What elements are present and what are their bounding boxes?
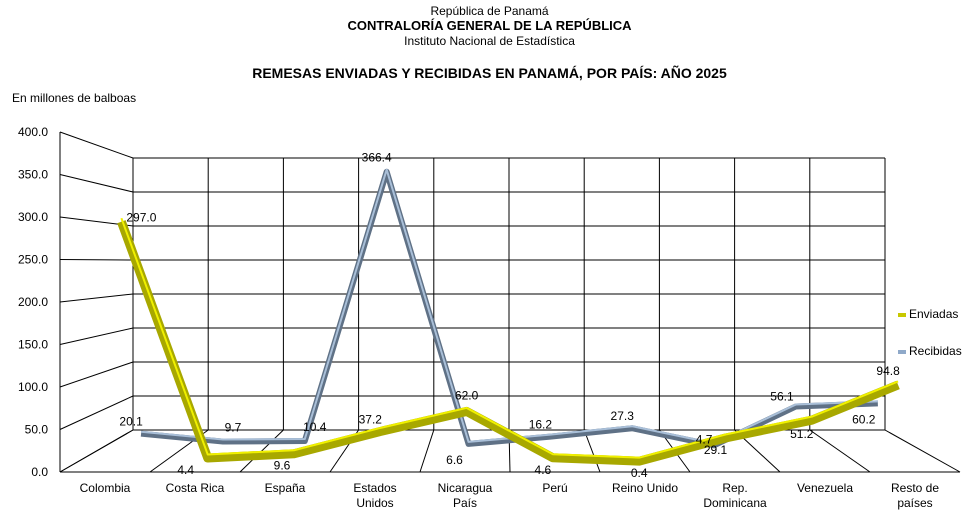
y-tick-label: 200.0 [18, 295, 48, 309]
gridline-floor [884, 429, 961, 473]
data-label-recibidas: 16.2 [529, 418, 553, 432]
x-tick-label: Estados Unidos [353, 481, 396, 510]
data-label-enviadas: 29.1 [704, 443, 728, 457]
series-highlight-enviadas [120, 217, 899, 459]
x-tick-label: Venezuela [797, 481, 853, 495]
header-contraloria: CONTRALORÍA GENERAL DE LA REPÚBLICA [347, 18, 632, 33]
data-label-enviadas: 62.0 [455, 388, 479, 402]
data-label-enviadas: 4.4 [177, 463, 194, 477]
y-tick-label: 400.0 [18, 125, 48, 139]
y-tick-label: 100.0 [18, 380, 48, 394]
chart-legend: Enviadas Recibidas [898, 307, 962, 358]
legend-swatch-enviadas [898, 313, 906, 317]
data-label-recibidas: 4.7 [696, 432, 713, 446]
gridline-side [59, 327, 134, 345]
data-label-recibidas: 56.1 [770, 389, 794, 403]
data-label-enviadas: 37.2 [359, 412, 383, 426]
data-label-recibidas: 6.6 [446, 453, 463, 467]
gridline-floor [419, 429, 435, 473]
gridline-side [59, 174, 134, 193]
data-label-recibidas: 9.7 [225, 421, 242, 435]
y-axis-ticks: 0.0 50.0 100.0 150.0 200.0 250.0 300.0 350.0 400… [18, 125, 48, 479]
legend-label-recibidas: Recibidas [909, 344, 962, 358]
gridline-side [59, 361, 134, 388]
data-label-recibidas: 366.4 [362, 151, 392, 165]
x-tick-label: Nicaragua País [438, 481, 493, 510]
data-label-enviadas: 51.2 [790, 427, 814, 441]
x-tick-label: Reino Unido [612, 481, 678, 495]
y-tick-label: 250.0 [18, 253, 48, 267]
data-labels: 297.0 4.4 9.6 37.2 62.0 4.6 0.4 29.1 51.2 94.8 20.… [119, 151, 900, 480]
data-label-recibidas: 10.4 [303, 420, 327, 434]
gridline-floor [809, 429, 871, 473]
series-ribbon-recibidas [140, 168, 878, 449]
gridline-floor [59, 429, 134, 473]
legend-swatch-recibidas [898, 350, 906, 354]
y-tick-label: 0.0 [31, 465, 48, 479]
y-tick-label: 150.0 [18, 338, 48, 352]
data-label-enviadas: 297.0 [126, 211, 156, 225]
x-tick-label: Resto de países [891, 481, 939, 510]
x-tick-label: Perú [542, 481, 567, 495]
x-tick-label: Rep. Dominicana [703, 481, 767, 510]
data-label-enviadas: 9.6 [274, 459, 291, 473]
gridline-side [59, 259, 134, 261]
x-tick-label: Costa Rica [166, 481, 225, 495]
header-republic: República de Panamá [430, 4, 549, 18]
series-ribbon-enviadas [117, 220, 900, 466]
y-tick-label: 300.0 [18, 210, 48, 224]
chart-grid [59, 131, 961, 473]
gridline-side [59, 293, 134, 303]
x-tick-label: Colombia [80, 481, 131, 495]
gridline-side [59, 131, 134, 159]
data-label-recibidas: 20.1 [119, 415, 143, 429]
data-label-recibidas: 60.2 [852, 412, 876, 426]
gridline-side [59, 395, 134, 430]
data-label-enviadas: 94.8 [876, 364, 900, 378]
y-axis-unit-label: En millones de balboas [12, 91, 137, 105]
x-axis-ticks: Colombia Costa Rica España Estados Unidos Nic… [80, 481, 940, 510]
header-institute: Instituto Nacional de Estadística [404, 34, 575, 48]
chart-title: REMESAS ENVIADAS Y RECIBIDAS EN PANAMÁ, … [252, 65, 727, 81]
legend-label-enviadas: Enviadas [909, 307, 958, 321]
gridline-floor [583, 429, 601, 473]
data-label-enviadas: 0.4 [631, 466, 648, 480]
y-tick-label: 350.0 [18, 168, 48, 182]
x-tick-label: España [265, 481, 306, 495]
data-label-enviadas: 4.6 [535, 463, 552, 477]
chart-series [117, 168, 900, 466]
y-tick-label: 50.0 [25, 423, 49, 437]
data-label-recibidas: 27.3 [611, 409, 635, 423]
